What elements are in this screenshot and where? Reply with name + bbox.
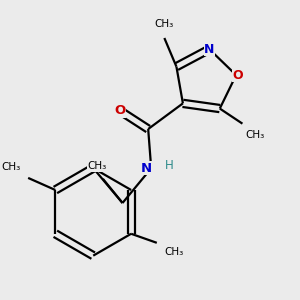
Text: CH₃: CH₃ xyxy=(164,247,184,257)
Text: O: O xyxy=(232,69,243,82)
Text: O: O xyxy=(114,104,125,117)
Text: N: N xyxy=(204,43,214,56)
Text: CH₃: CH₃ xyxy=(87,161,106,171)
Text: CH₃: CH₃ xyxy=(245,130,265,140)
Text: CH₃: CH₃ xyxy=(2,163,21,172)
Text: N: N xyxy=(141,162,152,175)
Text: H: H xyxy=(165,159,174,172)
Text: CH₃: CH₃ xyxy=(155,19,174,29)
